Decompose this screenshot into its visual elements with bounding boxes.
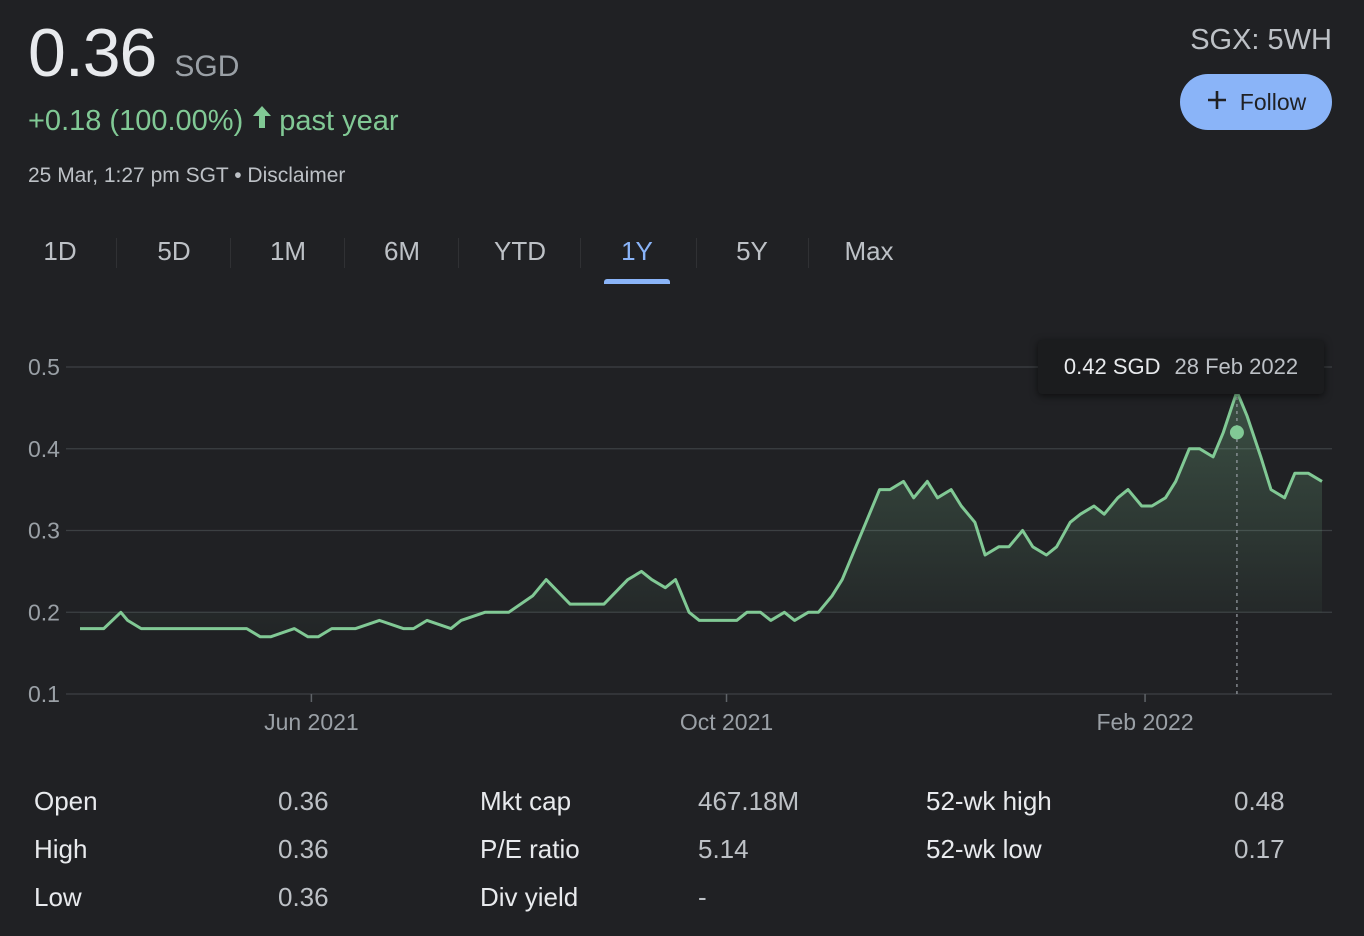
- stat-label-pe-ratio: P/E ratio: [480, 834, 580, 864]
- price-header: 0.36 SGD: [28, 14, 239, 92]
- y-tick-label: 0.1: [28, 681, 60, 707]
- timestamp-text: 25 Mar, 1:27 pm SGT: [28, 164, 229, 187]
- stat-label-high: High: [34, 834, 88, 864]
- tooltip-date: 28 Feb 2022: [1174, 354, 1299, 379]
- stat-label-div-yield: Div yield: [480, 882, 579, 912]
- follow-button[interactable]: Follow: [1180, 74, 1332, 130]
- stat-value-div-yield: -: [698, 882, 707, 912]
- tab-divider: [344, 238, 345, 268]
- y-tick-label: 0.3: [28, 518, 60, 544]
- tab-1y[interactable]: 1Y: [604, 222, 670, 284]
- chart-tooltip: 0.42 SGD 28 Feb 2022: [1038, 340, 1324, 394]
- tab-divider: [696, 238, 697, 268]
- change-value: +0.18 (100.00%): [28, 104, 244, 137]
- stat-value-52wk-high: 0.48: [1234, 786, 1285, 816]
- quote-timestamp: 25 Mar, 1:27 pm SGT • Disclaimer: [28, 164, 345, 188]
- stat-value-high: 0.36: [278, 834, 329, 864]
- price-change: +0.18 (100.00%) past year: [28, 104, 399, 138]
- price-line: [80, 390, 1323, 639]
- stat-value-mkt-cap: 467.18M: [698, 786, 800, 816]
- price-area: [80, 391, 1322, 637]
- tab-6m[interactable]: 6M: [383, 236, 421, 266]
- price-chart[interactable]: 0.5 0.4 0.3 0.2 0.1 Jun 2021 Oct 2021 Feb 2022: [0, 300, 1364, 760]
- tab-1d[interactable]: 1D: [43, 236, 77, 266]
- stat-label-52wk-low: 52-wk low: [926, 834, 1042, 864]
- x-tick-label: Oct 2021: [680, 709, 773, 735]
- tab-divider: [808, 238, 809, 268]
- stat-label-low: Low: [34, 882, 82, 912]
- tab-ytd[interactable]: YTD: [494, 236, 546, 266]
- stat-value-52wk-low: 0.17: [1234, 834, 1285, 864]
- tab-divider: [580, 238, 581, 268]
- stat-value-open: 0.36: [278, 786, 329, 816]
- stat-value-pe-ratio: 5.14: [698, 834, 749, 864]
- tooltip-price: 0.42 SGD: [1063, 354, 1161, 379]
- x-tick-label: Feb 2022: [1096, 709, 1193, 735]
- y-tick-label: 0.5: [28, 354, 60, 380]
- stat-label-mkt-cap: Mkt cap: [480, 786, 572, 816]
- arrow-up-icon: [251, 104, 273, 138]
- tab-divider: [116, 238, 117, 268]
- stat-value-low: 0.36: [278, 882, 329, 912]
- plus-icon: [1206, 87, 1228, 117]
- current-price: 0.36: [28, 15, 157, 91]
- tab-divider: [230, 238, 231, 268]
- tab-1m[interactable]: 1M: [269, 236, 307, 266]
- tab-5y[interactable]: 5Y: [736, 236, 768, 266]
- stat-label-52wk-high: 52-wk high: [926, 786, 1052, 816]
- x-tick-label: Jun 2021: [264, 709, 359, 735]
- y-tick-label: 0.2: [28, 599, 60, 625]
- follow-label: Follow: [1239, 88, 1307, 115]
- hover-point: [1229, 425, 1244, 440]
- stat-label-open: Open: [34, 786, 98, 816]
- tab-5d[interactable]: 5D: [157, 236, 191, 266]
- y-tick-label: 0.4: [28, 436, 60, 462]
- range-tabs: 1D 5D 1M 6M YTD 1Y 5Y Max: [0, 222, 930, 284]
- currency-label: SGD: [174, 50, 240, 83]
- timestamp-separator: •: [234, 164, 242, 187]
- ticker-symbol: SGX: 5WH: [1190, 24, 1332, 56]
- disclaimer-link[interactable]: Disclaimer: [247, 164, 346, 187]
- tab-divider: [458, 238, 459, 268]
- change-period: past year: [279, 104, 399, 137]
- tab-max[interactable]: Max: [844, 236, 894, 266]
